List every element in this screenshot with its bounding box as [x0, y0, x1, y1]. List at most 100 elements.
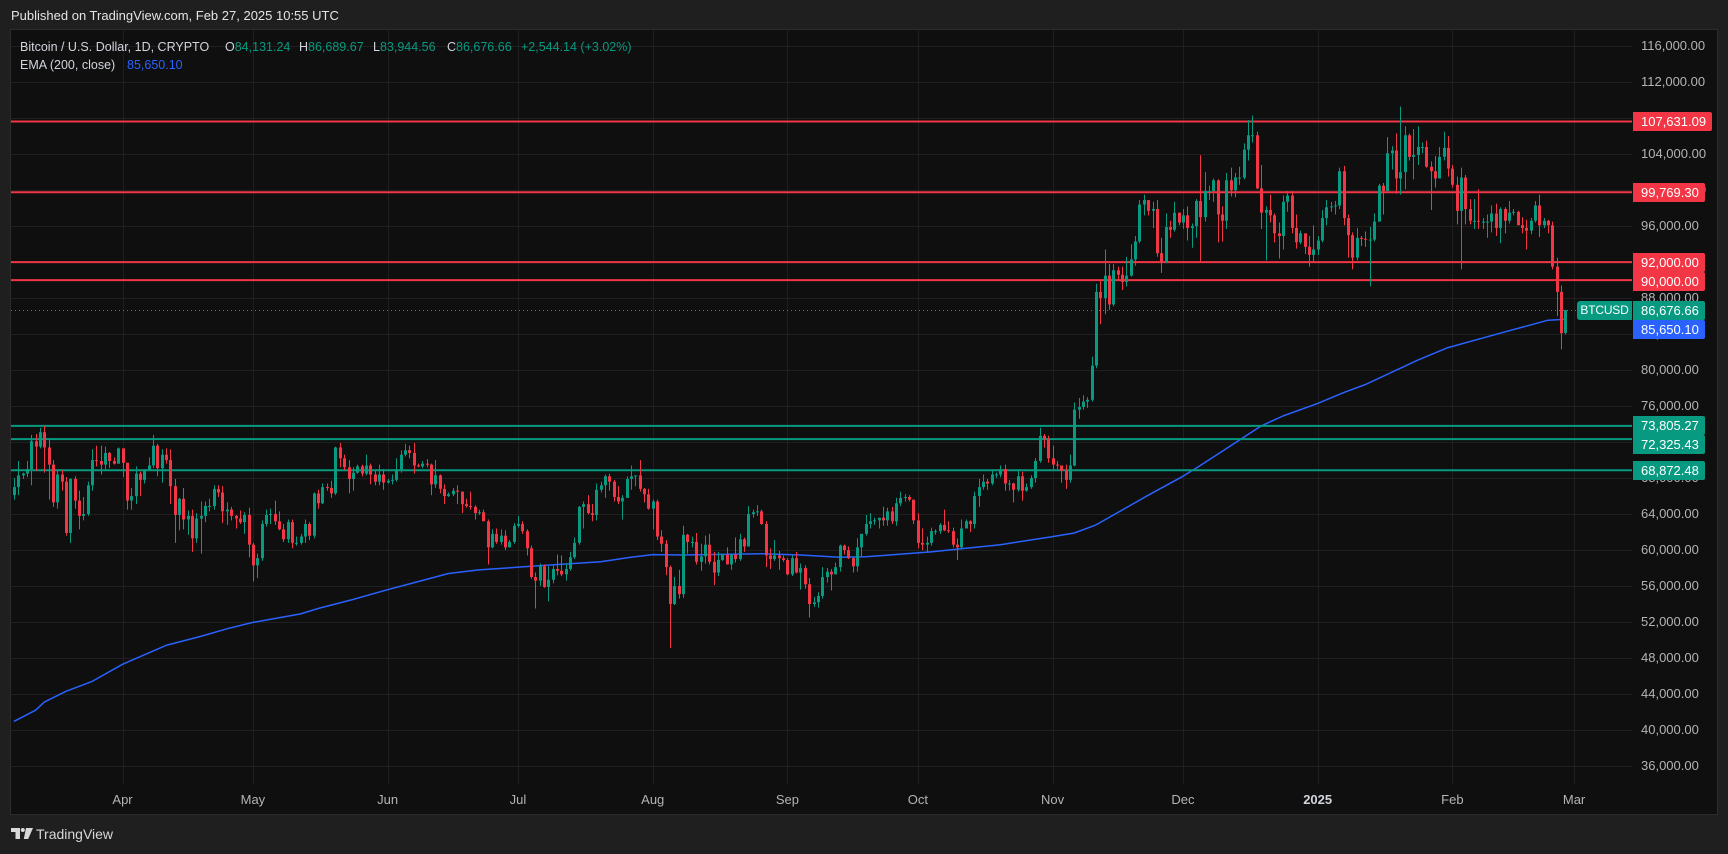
candle [1260, 164, 1263, 229]
candle [48, 438, 51, 500]
candle [1234, 173, 1237, 198]
candle [208, 498, 211, 512]
price-axis-tick: 56,000.00 [1641, 578, 1699, 594]
time-axis[interactable]: Apr May Jun Jul Aug Sep Oct Nov Dec 2025 Feb Mar [11, 784, 1632, 814]
time-axis-tick: Apr [112, 792, 133, 807]
candle [1186, 206, 1189, 241]
candle [330, 480, 333, 498]
candle [395, 458, 398, 482]
chart-panel: Bitcoin / U.S. Dollar, 1D, CRYPTO O84,13… [10, 29, 1718, 815]
candle [382, 469, 385, 490]
candle [13, 478, 16, 500]
plot-area[interactable] [11, 30, 1632, 784]
candle [1173, 201, 1176, 232]
candle [74, 476, 77, 509]
candle [1534, 200, 1537, 223]
time-axis-tick: Oct [907, 792, 928, 807]
level-price-label: 107,631.09 [1633, 111, 1713, 131]
candle [1334, 200, 1337, 215]
candle [547, 566, 550, 602]
candle [856, 538, 859, 572]
candle [647, 488, 650, 510]
candle [100, 445, 103, 475]
candle [1530, 218, 1533, 235]
price-axis-tick: 96,000.00 [1641, 218, 1699, 234]
chart-canvas[interactable] [11, 30, 1632, 784]
candle [1130, 244, 1133, 277]
candle [904, 494, 907, 502]
candle [495, 528, 498, 544]
candle [1464, 174, 1467, 225]
candle [182, 487, 185, 530]
candle [756, 505, 759, 516]
candle [135, 466, 138, 505]
candle [95, 445, 98, 467]
candle [265, 509, 268, 527]
candle [456, 485, 459, 505]
candle [82, 496, 85, 521]
candle [634, 475, 637, 487]
candle [747, 505, 750, 547]
candle [821, 567, 824, 599]
candle [1286, 191, 1289, 212]
candle [639, 460, 642, 492]
candle [161, 449, 164, 483]
candle [1043, 433, 1046, 448]
candle [1473, 199, 1476, 229]
candle [1425, 140, 1428, 168]
candle [339, 442, 342, 468]
candle [1560, 285, 1563, 350]
candle [1208, 185, 1211, 201]
candle [452, 487, 455, 497]
candle [1408, 133, 1411, 161]
candle [1504, 207, 1507, 234]
candle [356, 464, 359, 474]
candle [287, 519, 290, 543]
price-axis-tick: 76,000.00 [1641, 398, 1699, 414]
candle [1008, 479, 1011, 491]
price-axis-tick: 60,000.00 [1641, 542, 1699, 558]
price-axis-tick: 40,000.00 [1641, 722, 1699, 737]
candle [465, 498, 468, 508]
candle [213, 485, 216, 510]
ohlc-open-label: O [225, 39, 235, 54]
candle [952, 527, 955, 548]
candle [148, 457, 151, 471]
candle [348, 460, 351, 494]
level-price-label: 72,325.43 [1633, 435, 1705, 455]
grid [11, 30, 1632, 784]
candle [878, 517, 881, 529]
candle [1165, 213, 1168, 264]
candle [443, 484, 446, 505]
candle [739, 533, 742, 561]
candle [1073, 402, 1076, 467]
candle [1386, 137, 1389, 192]
candle [1434, 155, 1437, 188]
price-axis[interactable]: 36,000.00 40,000.00 44,000.00 48,000.00 52,0… [1632, 30, 1717, 814]
candle [1369, 227, 1372, 287]
candle [778, 550, 781, 570]
candle [56, 469, 59, 509]
candle [1269, 194, 1272, 223]
candle [22, 472, 25, 479]
candle [713, 551, 716, 586]
candle [1169, 220, 1172, 238]
candle [165, 448, 168, 464]
candle [621, 495, 624, 520]
level-price-label: 92,000.00 [1633, 252, 1705, 272]
candle [78, 490, 81, 530]
candle [582, 501, 585, 529]
candle [378, 464, 381, 486]
candle [1438, 146, 1441, 179]
candle [891, 506, 894, 524]
candle [1456, 176, 1459, 225]
candle [1508, 200, 1511, 224]
candle [191, 509, 194, 552]
candle [708, 533, 711, 565]
candle [1052, 445, 1055, 471]
time-axis-tick: Dec [1171, 792, 1195, 807]
candle [1147, 200, 1150, 216]
candle [1091, 356, 1094, 402]
candle [17, 460, 20, 496]
candle [673, 577, 676, 605]
